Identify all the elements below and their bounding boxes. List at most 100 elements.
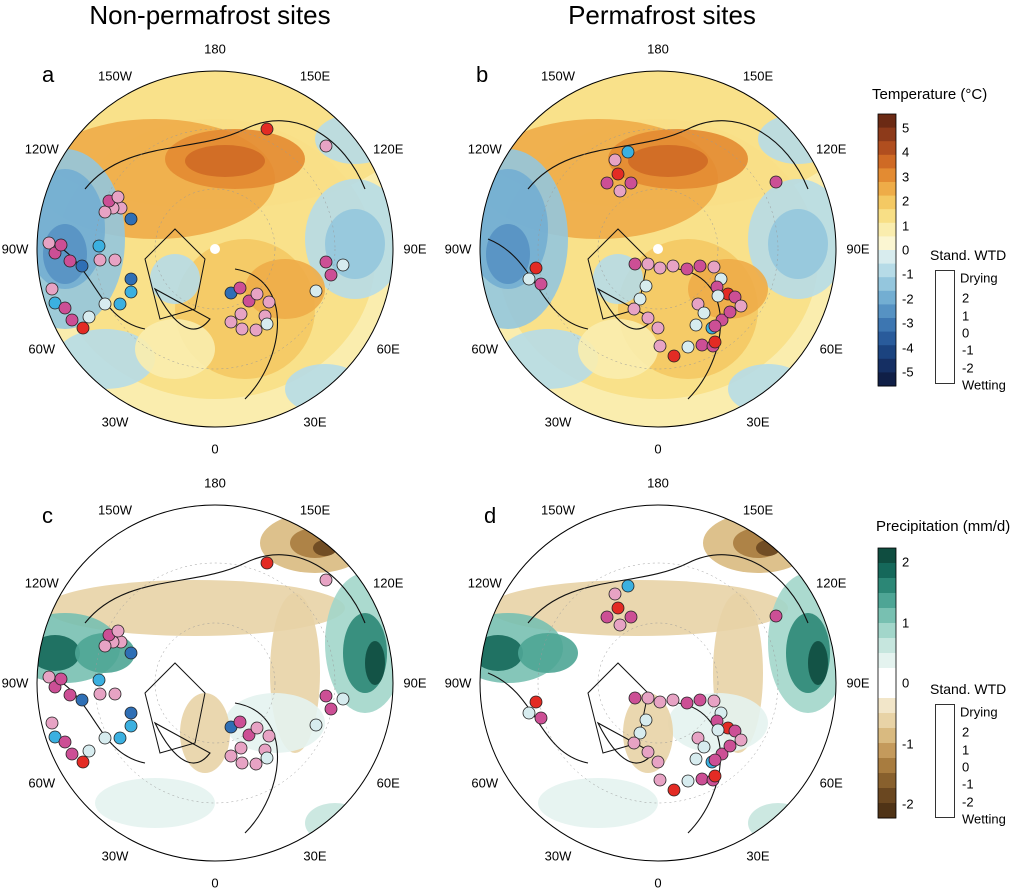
legend-label: 0	[962, 325, 970, 341]
legend-label: -1	[962, 342, 974, 358]
legend-label: -2	[962, 360, 974, 375]
site-marker	[75, 259, 89, 273]
temperature-tick: -5	[902, 364, 914, 380]
temperature-tick: 4	[902, 144, 910, 160]
site-marker	[98, 205, 112, 219]
anomaly-region	[628, 145, 708, 177]
site-marker	[336, 258, 350, 272]
legend-label: -1	[962, 776, 974, 792]
site-marker	[708, 335, 722, 349]
longitude-label: 150E	[299, 68, 331, 84]
anomaly-region	[37, 635, 80, 671]
legend-label: 2	[962, 290, 970, 306]
site-marker	[695, 338, 709, 352]
site-marker	[534, 277, 548, 291]
colorbar-swatch	[878, 114, 896, 129]
site-marker	[111, 624, 125, 638]
site-marker	[76, 755, 90, 769]
temperature-tick: 1	[902, 218, 910, 234]
site-marker	[651, 321, 665, 335]
site-marker	[92, 239, 106, 253]
site-marker	[260, 751, 274, 765]
site-marker	[242, 294, 256, 308]
site-marker	[691, 731, 705, 745]
colorbar-swatch	[878, 236, 896, 251]
site-marker	[728, 290, 742, 304]
site-marker	[653, 261, 667, 275]
longitude-label: 120W	[24, 575, 59, 591]
site-marker	[695, 772, 709, 786]
colorbar-swatch	[878, 803, 896, 819]
site-marker	[45, 716, 59, 730]
site-marker	[233, 281, 247, 295]
colorbar-swatch	[878, 548, 896, 564]
site-marker	[124, 646, 138, 660]
longitude-label: 90E	[846, 241, 870, 257]
longitude-label: 30W	[544, 414, 572, 430]
site-marker	[653, 339, 667, 353]
site-marker	[769, 175, 783, 189]
site-marker	[260, 122, 274, 136]
colorbar-swatch	[878, 653, 896, 669]
longitude-label: 60W	[471, 341, 499, 357]
colorbar-swatch	[878, 168, 896, 183]
colorbar-swatch	[878, 304, 896, 319]
longitude-label: 30E	[746, 414, 770, 430]
site-marker	[260, 317, 274, 331]
colorbar-swatch	[878, 773, 896, 789]
title-nonpermafrost: Non-permafrost sites	[89, 0, 331, 30]
longitude-label: 150E	[742, 502, 774, 518]
wtd-legend-top-title: Stand. WTD	[930, 247, 1007, 263]
site-marker	[93, 687, 107, 701]
site-marker	[613, 184, 627, 198]
colorbar-swatch	[878, 713, 896, 729]
longitude-label: 30W	[101, 848, 129, 864]
longitude-label: 90W	[444, 675, 472, 691]
site-marker	[63, 688, 77, 702]
longitude-label: 90W	[1, 675, 29, 691]
anomaly-region	[43, 224, 87, 284]
anomaly-region	[768, 209, 828, 279]
site-marker	[641, 257, 655, 271]
site-marker	[734, 299, 748, 313]
precip-tick: 0	[902, 675, 910, 691]
longitude-label: 60E	[819, 341, 843, 357]
legend-label: Wetting	[962, 377, 1006, 393]
anomaly-region	[488, 580, 788, 636]
site-marker	[628, 257, 642, 271]
precip-colorbar	[877, 547, 897, 819]
longitude-label: 120E	[373, 141, 404, 157]
temperature-tick: -1	[902, 266, 914, 282]
colorbar-swatch	[878, 127, 896, 142]
site-marker	[600, 176, 614, 190]
site-marker	[689, 752, 703, 766]
site-marker	[233, 715, 247, 729]
colorbar-swatch	[878, 154, 896, 169]
site-marker	[600, 610, 614, 624]
temperature-tick: 3	[902, 169, 910, 185]
greenland-outline	[144, 662, 206, 754]
panel-letter-b: b	[476, 62, 489, 87]
site-marker	[250, 721, 264, 735]
site-marker	[235, 322, 249, 336]
site-marker	[691, 297, 705, 311]
site-marker	[708, 319, 722, 333]
anomaly-region	[756, 540, 780, 556]
latitude-circle	[154, 622, 276, 744]
site-marker	[624, 610, 638, 624]
site-marker	[224, 749, 238, 763]
colorbar-swatch	[878, 195, 896, 210]
site-marker	[708, 753, 722, 767]
site-marker	[262, 729, 276, 743]
site-marker	[666, 693, 680, 707]
longitude-label: 150W	[98, 68, 132, 84]
wtd-legend-bottom-title: Stand. WTD	[930, 681, 1007, 697]
anomaly-region	[808, 641, 828, 685]
longitude-label: 0	[211, 875, 219, 891]
legend-label: 2	[962, 724, 970, 740]
legend-label: 0	[962, 759, 970, 775]
site-marker	[224, 315, 238, 329]
site-marker	[98, 639, 112, 653]
longitude-label: 120W	[467, 575, 502, 591]
site-marker	[728, 724, 742, 738]
